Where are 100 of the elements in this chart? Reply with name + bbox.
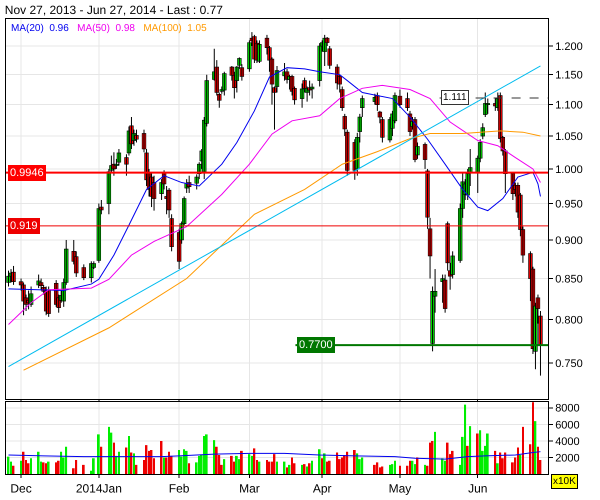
bar [288, 464, 290, 474]
y-tick-label: 1.050 [555, 130, 583, 143]
bar [496, 463, 499, 474]
ref-line-label: 1.111 [443, 92, 467, 103]
x-tick-label: Dec [10, 481, 32, 496]
bar [128, 436, 130, 474]
y-tick-label: 0.800 [555, 314, 583, 326]
bar [308, 463, 310, 474]
bar [125, 448, 128, 474]
y-axis-title: x10K [553, 476, 576, 487]
y-tick-label: 0.950 [555, 198, 583, 210]
bar [37, 452, 40, 474]
y-tick-label: 6000 [555, 419, 580, 432]
bar [30, 458, 32, 474]
bar [170, 456, 172, 474]
bar [431, 440, 434, 474]
x-tick-label: Apr [312, 481, 332, 496]
line-series [8, 84, 541, 325]
bar [321, 458, 324, 474]
bar [373, 464, 376, 474]
bar [160, 440, 162, 474]
bar [336, 452, 338, 474]
ref-line-label: 0.7700 [299, 339, 333, 351]
bar [60, 452, 62, 474]
bar [409, 460, 411, 474]
bar [361, 457, 364, 474]
ref-line-label: 0.9946 [10, 167, 44, 179]
bar [47, 462, 50, 474]
bar [145, 445, 148, 474]
bar [376, 462, 378, 474]
bar [205, 434, 208, 474]
y-tick-label: 4000 [555, 436, 580, 448]
bar [517, 448, 519, 474]
bar [55, 462, 58, 474]
bar [434, 432, 436, 474]
bar [163, 457, 165, 474]
bar [394, 460, 396, 474]
bar [188, 463, 190, 474]
line-series [8, 451, 541, 460]
y-tick-label: 0.900 [555, 234, 583, 247]
bar [441, 458, 444, 474]
bar [469, 426, 472, 474]
bar [519, 454, 522, 474]
bar [57, 460, 60, 474]
y-tick-label: 1.150 [555, 70, 583, 82]
bar [22, 452, 24, 474]
y-tick-label: 2000 [555, 452, 580, 464]
bar [235, 456, 238, 474]
bar [306, 466, 308, 474]
bar [273, 454, 276, 474]
bar [399, 466, 401, 474]
bar [230, 456, 233, 474]
bar [286, 467, 288, 474]
bar [276, 462, 278, 474]
bar [130, 452, 132, 474]
bar [42, 462, 45, 474]
bar [341, 457, 344, 474]
bar [522, 426, 524, 474]
bar [429, 442, 431, 474]
bar [183, 449, 186, 474]
y-tick-label: 0.750 [555, 358, 583, 370]
bar [108, 426, 110, 474]
bar [537, 446, 539, 474]
bar [258, 462, 260, 474]
bar [323, 453, 326, 474]
bar [391, 464, 394, 474]
bar [75, 460, 78, 474]
bar [414, 464, 416, 474]
y-tick-label: 1.100 [555, 100, 583, 112]
bar [416, 457, 418, 474]
bar [215, 446, 218, 474]
bar [328, 460, 331, 474]
bar [118, 452, 120, 474]
text: MA(20) 0.96 [11, 23, 70, 34]
bar [178, 450, 180, 474]
x-tick-label: 2014Jan [76, 481, 122, 496]
y-tick-label: 8000 [555, 402, 580, 415]
bar [185, 450, 188, 474]
x-tick-label: Jun [468, 481, 488, 496]
bar [238, 459, 240, 474]
bar [303, 464, 306, 474]
bar [65, 446, 68, 474]
bar [534, 421, 536, 474]
text: MA(50) 0.98 [77, 23, 136, 34]
bar [479, 430, 482, 474]
bar [240, 450, 243, 474]
y-tick-label: 1.000 [555, 164, 583, 176]
bar [318, 449, 321, 474]
bar [532, 402, 534, 474]
bar [353, 450, 356, 474]
chart-title: Nov 27, 2013 - Jun 27, 2014 - Last : 0.77 [4, 3, 224, 18]
bar [486, 434, 489, 474]
bar [326, 462, 328, 474]
bar [251, 456, 253, 474]
x-tick-label: Mar [239, 481, 260, 496]
bar [27, 463, 30, 474]
bar [92, 458, 95, 474]
bar [464, 404, 466, 474]
bar [311, 460, 314, 474]
bar [346, 452, 348, 474]
